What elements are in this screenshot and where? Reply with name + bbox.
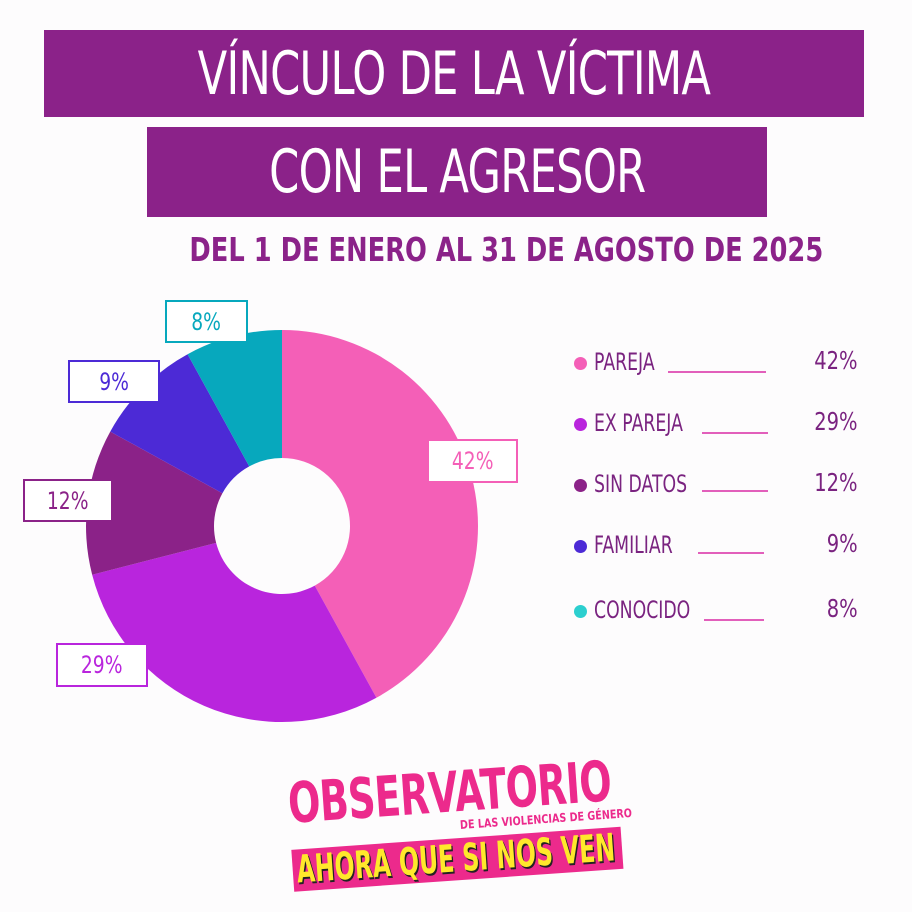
slice-label-ex-pareja: 29% (56, 643, 148, 687)
legend-item-ex-pareja: EX PAREJA 29% (574, 407, 874, 439)
legend-item-pareja: PAREJA 42% (574, 346, 874, 378)
slice-sin-datos (86, 431, 223, 575)
legend-item-sin-datos: SIN DATOS 12% (574, 468, 874, 500)
observatorio-logo: OBSERVATORIO DE LAS VIOLENCIAS DE GÉNERO… (286, 748, 634, 901)
legend-label: CONOCIDO (594, 596, 691, 624)
logo-slogan: AHORA QUE SI NOS VEN (295, 825, 617, 892)
legend-leader-line (698, 552, 764, 554)
title-banner-line1: VÍNCULO DE LA VÍCTIMA (44, 30, 864, 117)
legend-dot-icon (574, 418, 587, 431)
legend-value: 8% (827, 594, 858, 623)
slice-label-pareja: 42% (427, 439, 518, 483)
title-line1: VÍNCULO DE LA VÍCTIMA (197, 38, 711, 109)
legend-label: EX PAREJA (594, 409, 683, 437)
legend-leader-line (704, 619, 764, 621)
legend-label: PAREJA (594, 348, 655, 376)
slice-conocido (187, 330, 282, 467)
legend-value: 42% (814, 346, 858, 375)
slice-label-sin-datos: 12% (23, 479, 113, 522)
subtitle-text: DEL 1 DE ENERO AL 31 DE AGOSTO DE 2025 (189, 230, 824, 269)
slice-pareja (282, 330, 478, 698)
legend-leader-line (668, 371, 766, 373)
slice-label-familiar: 9% (68, 360, 160, 403)
legend-dot-icon (574, 605, 587, 618)
legend-dot-icon (574, 357, 587, 370)
legend-leader-line (702, 490, 768, 492)
legend-leader-line (702, 432, 768, 434)
slice-label-conocido: 8% (165, 300, 248, 343)
slice-ex-pareja (92, 542, 377, 722)
legend-value: 12% (814, 468, 858, 497)
legend-dot-icon (574, 479, 587, 492)
legend-item-familiar: FAMILIAR 9% (574, 529, 874, 561)
legend-value: 9% (827, 529, 858, 558)
title-banner-line2: CON EL AGRESOR (147, 127, 767, 217)
title-line2: CON EL AGRESOR (268, 137, 646, 207)
legend-item-conocido: CONOCIDO 8% (574, 594, 874, 626)
legend-value: 29% (814, 407, 858, 436)
date-range-subtitle: DEL 1 DE ENERO AL 31 DE AGOSTO DE 2025 (100, 230, 860, 269)
legend-dot-icon (574, 540, 587, 553)
legend-label: SIN DATOS (594, 470, 688, 498)
legend-label: FAMILIAR (594, 531, 673, 559)
